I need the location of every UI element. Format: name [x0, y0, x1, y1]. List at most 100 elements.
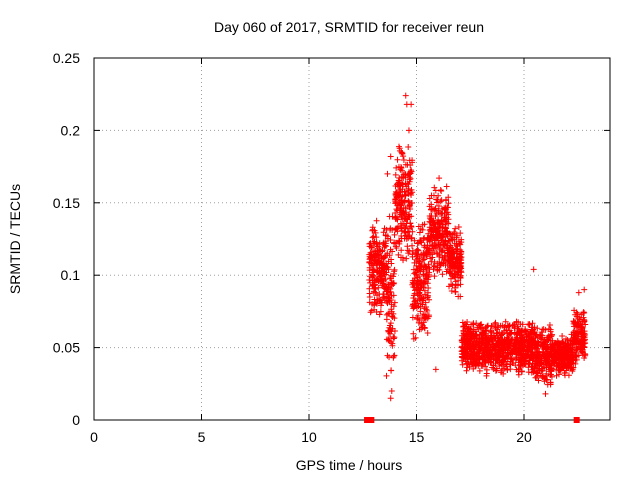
data-point [385, 297, 392, 304]
data-point [369, 269, 376, 276]
data-point [547, 328, 554, 335]
data-point [434, 267, 441, 274]
data-point [384, 235, 391, 242]
data-point [464, 346, 471, 353]
data-point [530, 266, 537, 273]
data-point [415, 319, 422, 326]
data-point [488, 332, 495, 339]
data-point [534, 341, 541, 348]
y-tick-label: 0.15 [53, 195, 80, 211]
data-point [572, 353, 579, 360]
data-point [405, 127, 412, 134]
data-point [400, 156, 407, 163]
data-point [572, 360, 579, 367]
data-point [481, 346, 488, 353]
data-point [421, 291, 428, 298]
data-point [442, 224, 449, 231]
data-point [414, 266, 421, 273]
data-point [508, 329, 515, 336]
data-point [480, 337, 487, 344]
data-point [476, 354, 483, 361]
data-point [407, 206, 414, 213]
data-point [513, 344, 520, 351]
baseline-marks [364, 417, 580, 423]
data-point [517, 321, 524, 328]
data-point [447, 251, 454, 258]
data-point [393, 206, 400, 213]
data-point [423, 276, 430, 283]
data-point [471, 355, 478, 362]
data-point [567, 346, 574, 353]
data-point [416, 296, 423, 303]
data-point [434, 196, 441, 203]
data-point [448, 234, 455, 241]
data-point [582, 352, 589, 359]
data-point [576, 338, 583, 345]
data-point [436, 245, 443, 252]
data-point [454, 263, 461, 270]
data-point [388, 301, 395, 308]
data-point [463, 338, 470, 345]
data-point [402, 191, 409, 198]
data-point [409, 200, 416, 207]
data-point [463, 367, 470, 374]
data-point [524, 340, 531, 347]
data-point [424, 329, 431, 336]
data-point [521, 361, 528, 368]
baseline-mark [573, 417, 580, 423]
data-point [393, 193, 400, 200]
data-point [422, 250, 429, 257]
data-point [469, 360, 476, 367]
data-point [570, 337, 577, 344]
data-point [403, 183, 410, 190]
data-point [502, 352, 509, 359]
data-point [423, 244, 430, 251]
data-point [446, 258, 453, 265]
data-point [387, 326, 394, 333]
data-point [457, 230, 464, 237]
data-point [373, 234, 380, 241]
data-point [454, 268, 461, 275]
y-tick-label: 0.05 [53, 340, 80, 356]
data-point [383, 316, 390, 323]
data-point [473, 332, 480, 339]
data-point [374, 297, 381, 304]
data-point [445, 200, 452, 207]
data-point [487, 359, 494, 366]
data-point [437, 241, 444, 248]
data-point [418, 239, 425, 246]
data-point [498, 332, 505, 339]
data-point [376, 271, 383, 278]
data-point [442, 197, 449, 204]
data-point [511, 325, 518, 332]
data-point [410, 284, 417, 291]
data-point [371, 285, 378, 292]
data-point [395, 251, 402, 258]
data-point [395, 179, 402, 186]
data-point [388, 388, 395, 395]
data-point [533, 331, 540, 338]
data-point [439, 231, 446, 238]
data-point [473, 320, 480, 327]
data-point [441, 227, 448, 234]
grid-lines [94, 58, 610, 420]
data-point [448, 281, 455, 288]
data-point [431, 184, 438, 191]
data-point [571, 335, 578, 342]
data-point [397, 166, 404, 173]
data-point [427, 255, 434, 262]
data-point [388, 260, 395, 267]
data-point [480, 361, 487, 368]
data-point [473, 338, 480, 345]
data-point [402, 161, 409, 168]
data-point [422, 314, 429, 321]
data-point [523, 352, 530, 359]
data-point [428, 206, 435, 213]
data-point [370, 272, 377, 279]
data-point [409, 277, 416, 284]
data-point [507, 346, 514, 353]
y-tick-labels: 0 0.05 0.1 0.15 0.2 0.25 [53, 50, 80, 428]
data-point [419, 322, 426, 329]
data-point [437, 261, 444, 268]
data-point [558, 359, 565, 366]
